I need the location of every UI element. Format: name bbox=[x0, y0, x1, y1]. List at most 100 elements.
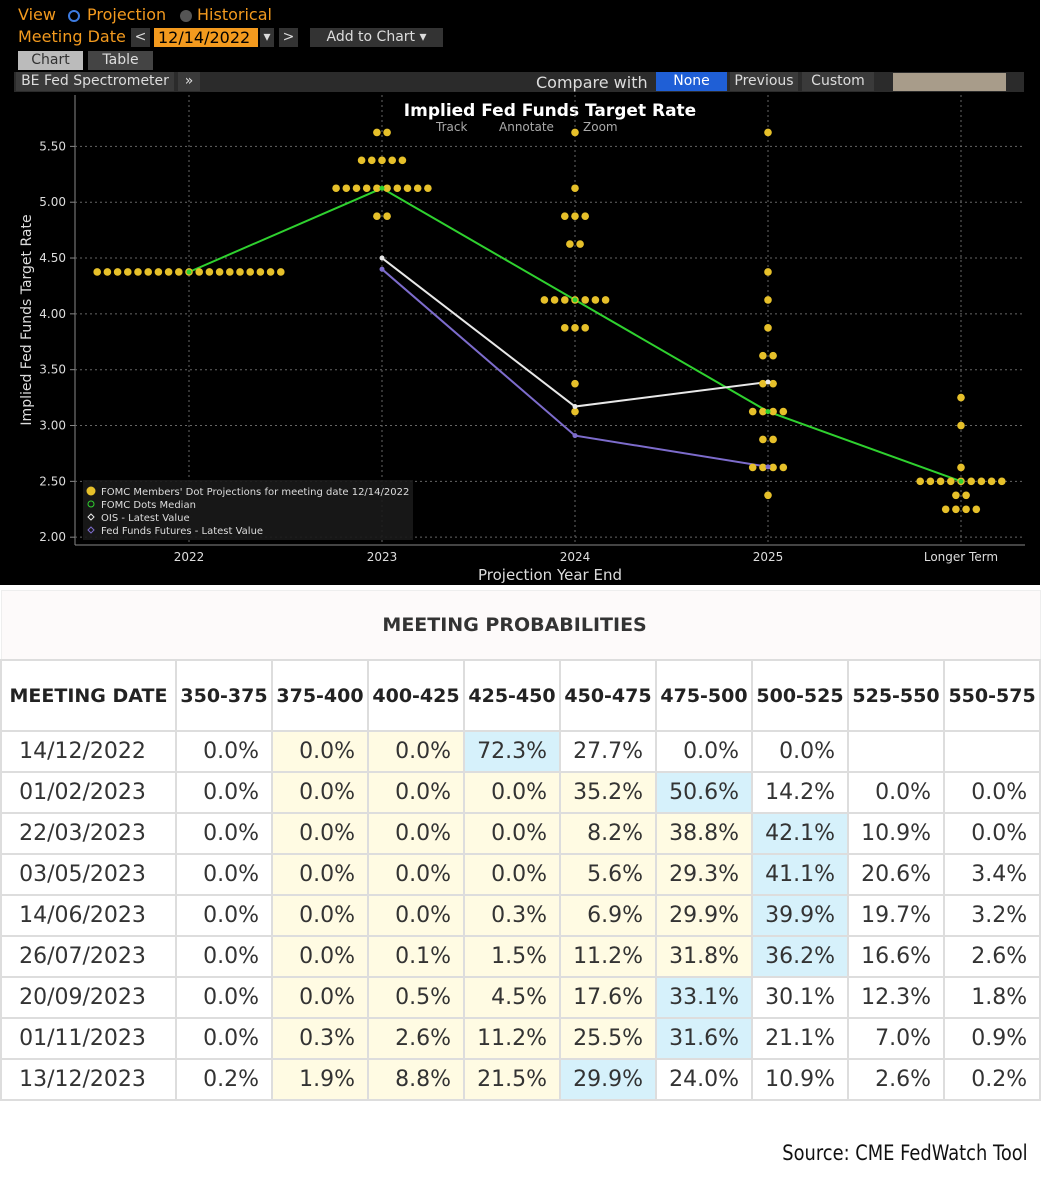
y-axis-label: Implied Fed Funds Target Rate bbox=[19, 214, 35, 425]
legend-box bbox=[83, 480, 413, 540]
table-row: 03/05/2023 0.0% 0.0% 0.0% 0.0% 5.6% 29.3% 41.1%… bbox=[0, 853, 1042, 896]
add-to-chart[interactable]: Add to Chart ▾ bbox=[310, 28, 443, 47]
fomc-dot bbox=[561, 212, 569, 220]
fomc-dot bbox=[769, 351, 777, 360]
fomc-dot bbox=[759, 435, 767, 444]
probability-cell: 41.1% bbox=[751, 853, 849, 896]
fomc-dot bbox=[246, 268, 254, 276]
tool-track[interactable]: Track bbox=[435, 120, 467, 134]
fomc-dot bbox=[591, 296, 600, 304]
probability-cell: 0.0% bbox=[175, 976, 273, 1019]
probability-cell: 10.9% bbox=[847, 812, 945, 855]
fomc-dot bbox=[926, 477, 935, 486]
fomc-dot bbox=[383, 212, 391, 220]
fomc-dot bbox=[93, 268, 101, 276]
fomc-dot bbox=[764, 324, 772, 332]
header-cell: MEETING DATE bbox=[0, 659, 177, 732]
fomc-dot bbox=[403, 184, 412, 193]
probability-cell: 0.9% bbox=[942, 1017, 1042, 1060]
y-tick-label: 5.50 bbox=[39, 139, 66, 153]
compare-custom[interactable]: Custom bbox=[802, 72, 874, 91]
series-point bbox=[572, 404, 578, 410]
header-cell: 350-375 bbox=[175, 659, 273, 732]
fomc-dot bbox=[342, 184, 351, 193]
series-point bbox=[379, 255, 385, 261]
fomc-dot bbox=[576, 240, 584, 248]
probability-cell: 0.0% bbox=[175, 894, 273, 937]
next-button[interactable]: > bbox=[279, 28, 298, 47]
date-input[interactable]: 12/14/2022 bbox=[154, 28, 258, 47]
fomc-dot bbox=[205, 268, 214, 276]
probability-cell: 33.1% bbox=[655, 976, 753, 1019]
radio-on[interactable] bbox=[68, 10, 80, 22]
date-cell: 22/03/2023 bbox=[0, 812, 177, 855]
probability-cell: 1.9% bbox=[271, 1058, 369, 1101]
date-cell: 20/09/2023 bbox=[0, 976, 177, 1019]
projection-option[interactable]: Projection bbox=[87, 5, 167, 24]
historical-option[interactable]: Historical bbox=[197, 5, 272, 24]
probability-cell: 25.5% bbox=[559, 1017, 657, 1060]
date-cell: 26/07/2023 bbox=[0, 935, 177, 978]
probability-cell: 0.0% bbox=[175, 812, 273, 855]
date-cell: 03/05/2023 bbox=[0, 853, 177, 896]
fomc-dot bbox=[571, 128, 579, 137]
fomc-dot bbox=[941, 505, 950, 514]
legend-label: OIS - Latest Value bbox=[101, 513, 190, 524]
x-tick-label: 2022 bbox=[174, 550, 205, 564]
probability-cell: 0.0% bbox=[175, 853, 273, 896]
tool-zoom[interactable]: Zoom bbox=[583, 120, 618, 134]
probability-cell: 11.2% bbox=[463, 1017, 561, 1060]
date-cell: 14/12/2022 bbox=[0, 730, 177, 773]
fomc-dot bbox=[936, 477, 945, 486]
probability-cell: 16.6% bbox=[847, 935, 945, 978]
fomc-dot bbox=[571, 379, 579, 388]
fomc-dot bbox=[977, 477, 986, 486]
tool-annotate[interactable]: Annotate bbox=[499, 120, 554, 134]
probability-cell bbox=[942, 730, 1042, 773]
header-cell: 450-475 bbox=[559, 659, 657, 732]
fomc-dot bbox=[113, 268, 122, 276]
series-point bbox=[958, 478, 964, 484]
fomc-dot bbox=[175, 268, 183, 276]
fomc-dot bbox=[571, 212, 579, 220]
fomc-dot bbox=[144, 268, 152, 276]
probability-cell: 31.6% bbox=[655, 1017, 753, 1060]
expand-button[interactable]: » bbox=[178, 72, 200, 91]
panel-name[interactable]: BE Fed Spectrometer bbox=[16, 72, 174, 91]
fomc-dot bbox=[373, 128, 381, 137]
table-row: 22/03/2023 0.0% 0.0% 0.0% 0.0% 8.2% 38.8% 42.1%… bbox=[0, 812, 1042, 855]
fomc-dot bbox=[769, 379, 777, 388]
radio-off[interactable] bbox=[180, 10, 192, 22]
fomc-dot bbox=[748, 407, 757, 416]
probability-cell: 29.9% bbox=[655, 894, 753, 937]
probability-cell: 1.5% bbox=[463, 935, 561, 978]
fomc-dot bbox=[952, 505, 960, 514]
fomc-dot bbox=[957, 421, 965, 430]
date-dropdown[interactable]: ▾ bbox=[260, 28, 274, 47]
fomc-dot bbox=[947, 477, 955, 486]
header-cell: 550-575 bbox=[942, 659, 1042, 732]
probability-cell: 0.0% bbox=[271, 976, 369, 1019]
probability-cell: 30.1% bbox=[751, 976, 849, 1019]
fomc-dot bbox=[998, 477, 1006, 486]
table-row: 13/12/2023 0.2% 1.9% 8.8% 21.5% 29.9% 24.0% 10.… bbox=[0, 1058, 1042, 1101]
fomc-dot bbox=[561, 296, 569, 304]
compare-previous[interactable]: Previous bbox=[730, 72, 798, 91]
header-cell: 425-450 bbox=[463, 659, 561, 732]
add-to-chart-text: Add to Chart bbox=[326, 29, 416, 45]
tab-table[interactable]: Table bbox=[88, 51, 153, 70]
compare-none[interactable]: None bbox=[656, 72, 727, 91]
tab-chart[interactable]: Chart bbox=[18, 51, 83, 70]
custom-input[interactable] bbox=[893, 73, 1006, 91]
probability-cell: 0.0% bbox=[271, 771, 369, 814]
fomc-dot bbox=[952, 491, 960, 500]
fomc-dot bbox=[916, 477, 924, 486]
fomc-dot bbox=[362, 184, 371, 193]
probability-cell: 12.3% bbox=[847, 976, 945, 1019]
fomc-dot bbox=[769, 435, 777, 444]
prev-button[interactable]: < bbox=[131, 28, 150, 47]
fomc-dot bbox=[566, 240, 574, 248]
probability-cell: 0.0% bbox=[655, 730, 753, 773]
fomc-dot bbox=[357, 156, 366, 165]
table-row: 14/12/2022 0.0% 0.0% 0.0% 72.3% 27.7% 0.0% 0.0% bbox=[0, 730, 1042, 773]
